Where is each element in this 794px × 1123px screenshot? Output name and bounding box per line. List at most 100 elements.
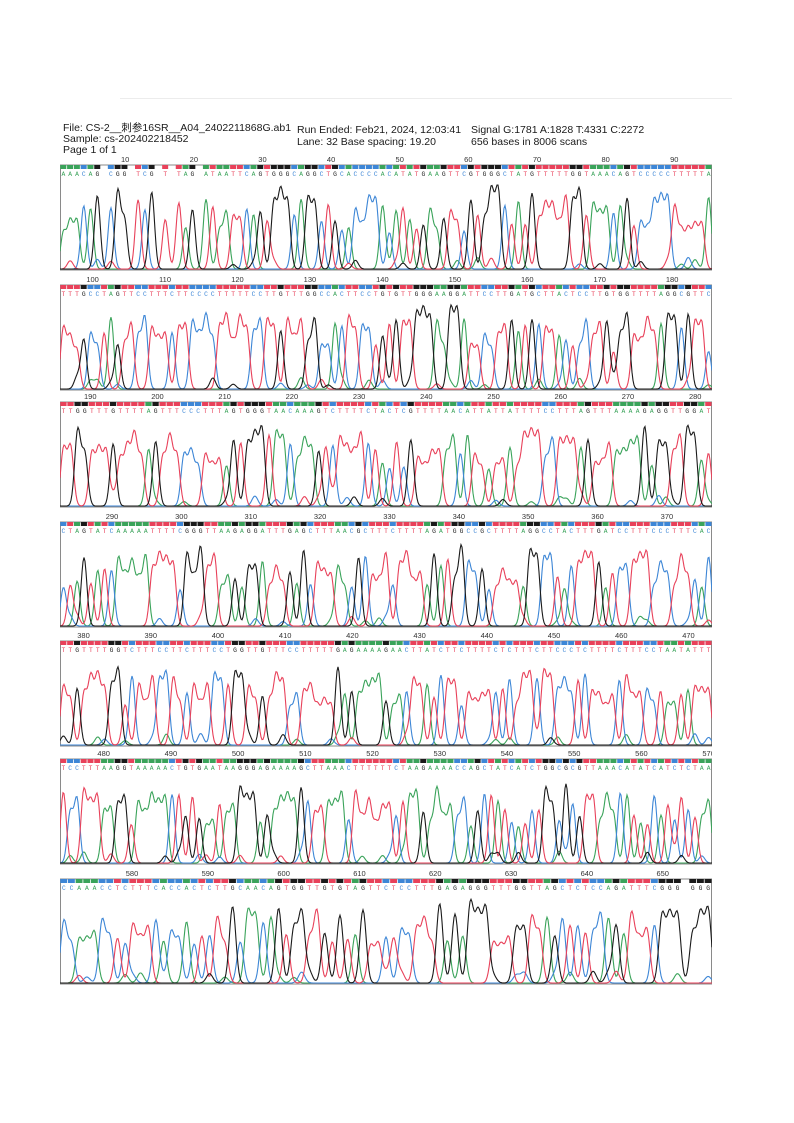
position-tick-label: 250 xyxy=(487,392,500,401)
quality-bar xyxy=(603,165,610,169)
quality-bar xyxy=(676,402,684,406)
quality-bar xyxy=(562,285,569,289)
base-call: G xyxy=(528,528,532,535)
quality-bar xyxy=(417,522,424,526)
quality-bar xyxy=(407,402,414,406)
quality-bar xyxy=(352,165,359,169)
quality-bar xyxy=(352,759,359,763)
base-call: A xyxy=(439,528,443,535)
base-call: G xyxy=(460,528,464,535)
chromatogram-row: 580 590 600 610 620 630 640 650 C C A A A C C T C T T T C A C C… xyxy=(60,869,712,989)
quality-bar xyxy=(189,165,196,169)
quality-bar xyxy=(182,285,189,289)
position-tick-label: 240 xyxy=(420,392,433,401)
quality-bar xyxy=(206,879,213,883)
base-call: T xyxy=(326,171,330,178)
quality-bar xyxy=(515,165,522,169)
base-call: C xyxy=(154,885,158,892)
base-call: T xyxy=(523,171,527,178)
quality-bar xyxy=(651,285,658,289)
base-call: T xyxy=(175,408,179,415)
quality-bar xyxy=(597,879,605,883)
base-call: T xyxy=(630,885,634,892)
quality-bar xyxy=(197,522,204,526)
quality-bar xyxy=(610,165,617,169)
base-call: T xyxy=(369,885,373,892)
base-call: A xyxy=(521,528,525,535)
quality-bar xyxy=(636,641,643,645)
quality-bar xyxy=(87,641,94,645)
quality-bar xyxy=(338,165,345,169)
quality-bar xyxy=(318,165,325,169)
base-call: A xyxy=(394,171,398,178)
base-call: G xyxy=(468,885,472,892)
quality-bar xyxy=(691,285,698,289)
quality-bar xyxy=(124,402,131,406)
quality-bar xyxy=(508,759,515,763)
base-call: A xyxy=(614,408,618,415)
quality-bar xyxy=(258,402,266,406)
quality-bar xyxy=(101,759,108,763)
base-call: T xyxy=(215,885,219,892)
base-call: C xyxy=(320,291,324,298)
base-call: T xyxy=(487,647,491,654)
position-tick-label: 460 xyxy=(615,631,628,640)
quality-bar xyxy=(698,641,705,645)
base-call: T xyxy=(453,647,457,654)
quality-bar xyxy=(230,285,237,289)
base-call: G xyxy=(82,291,86,298)
quality-bar xyxy=(413,879,421,883)
base-call: C xyxy=(462,765,466,772)
base-call: T xyxy=(672,528,676,535)
base-call: T xyxy=(218,291,222,298)
base-call: T xyxy=(590,528,594,535)
base-call: A xyxy=(150,765,154,772)
quality-bar xyxy=(671,522,678,526)
base-call: G xyxy=(605,291,609,298)
quality-bar xyxy=(348,522,355,526)
base-call: C xyxy=(82,171,86,178)
base-call: G xyxy=(530,291,534,298)
chromatogram-row: 480490500510520530540550560570TCCTTTAAGG… xyxy=(60,749,712,869)
base-call: C xyxy=(177,885,181,892)
quality-bar xyxy=(671,759,678,763)
base-call: T xyxy=(537,171,541,178)
base-call: T xyxy=(238,291,242,298)
quality-bar xyxy=(345,165,352,169)
base-call: C xyxy=(564,291,568,298)
quality-bar xyxy=(122,522,129,526)
quality-bar xyxy=(243,285,250,289)
base-call: C xyxy=(659,528,663,535)
quality-bar xyxy=(458,641,465,645)
trace-A xyxy=(60,784,712,864)
base-call: G xyxy=(286,171,290,178)
quality-bar xyxy=(156,522,163,526)
base-call: T xyxy=(265,171,269,178)
base-call: G xyxy=(116,765,120,772)
base-call: T xyxy=(329,528,333,535)
quality-bar xyxy=(170,522,177,526)
base-call: A xyxy=(435,291,439,298)
base-call: T xyxy=(226,647,230,654)
quality-bar xyxy=(390,879,398,883)
quality-bar xyxy=(175,879,183,883)
base-call: G xyxy=(323,885,327,892)
position-tick-label: 630 xyxy=(505,869,518,878)
position-tick-label: 550 xyxy=(568,749,581,758)
base-call: A xyxy=(425,647,429,654)
quality-bar xyxy=(396,522,403,526)
base-call: G xyxy=(252,765,256,772)
quality-bar xyxy=(461,165,467,169)
quality-bar xyxy=(428,402,436,406)
base-call: C xyxy=(320,171,324,178)
position-tick-label: 40 xyxy=(327,155,335,164)
quality-bar xyxy=(131,402,138,406)
quality-bar xyxy=(94,759,101,763)
base-call: T xyxy=(501,647,505,654)
base-call: T xyxy=(494,528,498,535)
quality-bar xyxy=(159,402,166,406)
base-call: T xyxy=(398,528,402,535)
base-call: T xyxy=(415,171,419,178)
base-call: T xyxy=(638,528,642,535)
base-call: G xyxy=(515,885,519,892)
